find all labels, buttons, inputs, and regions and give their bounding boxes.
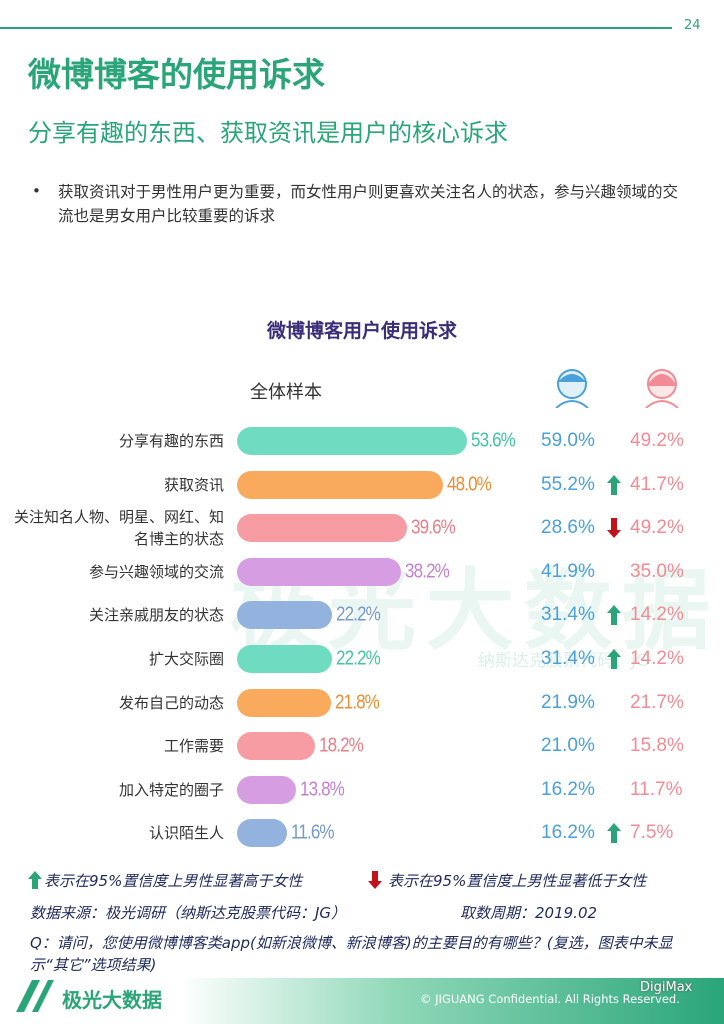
bullet-dot: • [32, 182, 41, 200]
bar-value-label: 48.0% [446, 473, 492, 496]
category-label: 参与兴趣领域的交流 [88, 562, 224, 581]
bar-value-label: 11.6% [290, 821, 335, 844]
category-label: 分享有趣的东西 [118, 432, 224, 450]
male-value: 41.9% [541, 560, 595, 582]
category-label: 工作需要 [163, 737, 224, 756]
copyright: © JIGUANG Confidential. All Rights Reser… [420, 992, 680, 1006]
bar-value-label: 18.2% [319, 734, 364, 757]
category-label: 认识陌生人 [148, 824, 224, 843]
female-value: 41.7% [630, 473, 684, 495]
bar [237, 470, 443, 499]
female-value: 11.7% [630, 778, 683, 800]
female-value: 49.2% [630, 517, 684, 539]
category-label: 关注亲戚朋友的状态 [88, 606, 224, 625]
question: Q：请问，您使用微博博客类app(如新浪微博、新浪博客)的主要目的有哪些？(复选… [30, 934, 673, 974]
bar-value-label: 53.6% [470, 429, 516, 452]
subtitle: 分享有趣的东西、获取资讯是用户的核心诉求 [28, 119, 508, 147]
bar [237, 688, 331, 717]
category-label: 扩大交际圈 [148, 650, 224, 668]
bar-value-label: 21.8% [334, 691, 380, 714]
title: 微博博客的使用诉求 [28, 55, 325, 94]
bar [237, 775, 297, 804]
watermark-sub: 纳斯达克股票代码：JG [478, 651, 650, 671]
category-label: 关注知名人物、明星、网红、知名博主的状态 [13, 508, 224, 549]
female-value: 49.2% [630, 430, 684, 451]
wechat-mark: DigiMax [640, 980, 693, 995]
series-label: 全体样本 [250, 382, 322, 403]
male-value: 31.4% [541, 604, 595, 626]
male-value: 31.4% [541, 648, 595, 669]
category-label: 获取资讯 [163, 475, 224, 494]
male-icon [555, 369, 589, 408]
page-number: 24 [684, 18, 701, 33]
bar [237, 819, 287, 848]
source: 数据来源：极光调研（纳斯达克股票代码：JG） [30, 904, 347, 922]
significance-arrow-up [607, 474, 621, 495]
female-value: 14.2% [630, 648, 684, 669]
female-value: 35.0% [630, 560, 684, 582]
bar-value-label: 22.2% [336, 603, 381, 626]
female-icon [645, 369, 679, 408]
top-rule [0, 27, 672, 29]
footer-band [180, 978, 724, 1024]
bar [237, 557, 401, 586]
significance-arrow-up [607, 823, 621, 844]
bar [237, 732, 316, 761]
category-label: 加入特定的圈子 [118, 780, 224, 799]
bullet-text: 获取资讯对于男性用户更为重要，而女性用户则更喜欢关注名人的状态，参与兴趣领域的交… [58, 183, 679, 225]
male-value: 28.6% [541, 517, 595, 539]
bar-value-label: 38.2% [404, 560, 450, 583]
male-value: 55.2% [541, 473, 595, 495]
male-value: 16.2% [541, 778, 595, 800]
female-value: 14.2% [630, 604, 684, 626]
bar-value-label: 22.2% [336, 647, 381, 670]
female-value: 15.8% [630, 735, 684, 757]
significance-arrow-down [607, 518, 621, 539]
legend-down: 表示在95%置信度上男性显著低于女性 [388, 872, 647, 890]
bar-value-label: 39.6% [410, 516, 456, 539]
legend-down-arrow [368, 871, 382, 889]
legend-up-arrow [28, 871, 42, 889]
bar [237, 514, 407, 543]
male-value: 16.2% [541, 822, 595, 844]
male-value: 21.0% [541, 735, 595, 757]
bar-value-label: 13.8% [300, 778, 345, 801]
chart-title: 微博博客用户使用诉求 [266, 320, 457, 342]
category-label: 发布自己的动态 [118, 693, 224, 712]
logo-text: 极光大数据 [62, 988, 162, 1012]
legend-up: 表示在95%置信度上男性显著高于女性 [44, 872, 303, 890]
female-value: 21.7% [630, 691, 684, 713]
male-value: 21.9% [541, 691, 595, 713]
female-value: 7.5% [630, 822, 674, 844]
male-value: 59.0% [541, 430, 595, 451]
bar [237, 645, 333, 673]
period: 取数周期：2019.02 [460, 904, 598, 922]
bar [237, 427, 467, 455]
significance-arrow-up [607, 605, 621, 626]
significance-arrow-up [607, 649, 621, 669]
logo-mark [16, 980, 54, 1012]
bar [237, 601, 333, 630]
